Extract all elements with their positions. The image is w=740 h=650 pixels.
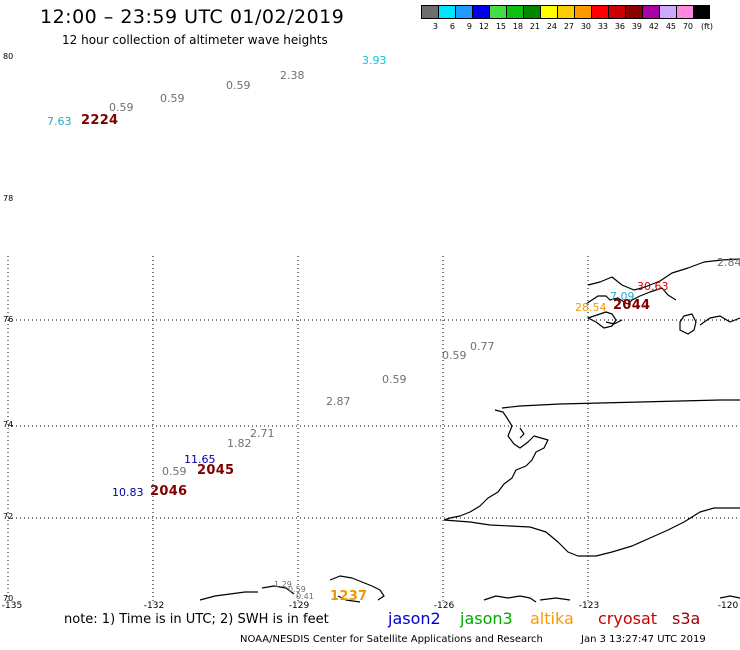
lon-label-120: -120 <box>717 601 739 611</box>
color-legend-labels: 3 6 9 12 15 18 21 24 27 30 33 36 39 42 45 70 (ft) <box>421 22 713 31</box>
obs-label: 7.09 <box>610 290 635 303</box>
legend-swatch <box>642 5 659 19</box>
obs-label: 0.59 <box>288 585 306 594</box>
lon-label-129: -129 <box>288 601 310 611</box>
legend-satellite-cryosat: cryosat <box>598 609 658 628</box>
legend-unit-label: (ft) <box>700 22 713 31</box>
credit-timestamp: Jan 3 13:27:47 UTC 2019 <box>581 634 706 645</box>
obs-label: 0.59 <box>226 79 251 92</box>
legend-swatch-label: 21 <box>529 22 540 31</box>
legend-swatch-label: 70 <box>682 22 693 31</box>
obs-label: 2046 <box>150 484 188 499</box>
legend-satellite-jason3: jason3 <box>460 609 513 628</box>
obs-label: 0.59 <box>382 373 407 386</box>
obs-label: 11.65 <box>184 453 216 466</box>
obs-label: 2.38 <box>280 69 305 82</box>
legend-swatch-label: 24 <box>546 22 557 31</box>
legend-swatch <box>659 5 676 19</box>
legend-satellite-s3a: s3a <box>672 609 701 628</box>
legend-swatch-label: 30 <box>580 22 591 31</box>
obs-label: 1.29 <box>274 580 292 589</box>
legend-swatch <box>676 5 693 19</box>
lon-label-132: -132 <box>143 601 165 611</box>
legend-swatch <box>421 5 438 19</box>
obs-label: 2.87 <box>326 395 351 408</box>
obs-label: 0.77 <box>470 340 495 353</box>
legend-swatch-label: 6 <box>449 22 455 31</box>
map-subtitle: 12 hour collection of altimeter wave hei… <box>62 33 328 47</box>
legend-satellite-jason2: jason2 <box>388 609 441 628</box>
legend-swatch <box>608 5 625 19</box>
obs-label: 30.63 <box>637 280 669 293</box>
legend-swatch-label: 15 <box>495 22 506 31</box>
lon-label-126: -126 <box>433 601 455 611</box>
units-note: note: 1) Time is in UTC; 2) SWH is in fe… <box>64 612 329 627</box>
legend-swatch <box>591 5 608 19</box>
obs-label: 0.59 <box>162 465 187 478</box>
obs-label: 1.82 <box>227 437 252 450</box>
legend-swatch <box>506 5 523 19</box>
legend-swatch <box>557 5 574 19</box>
obs-label: 2.84 <box>717 256 740 269</box>
legend-swatch-label: 18 <box>512 22 523 31</box>
obs-label: 1237 <box>330 589 368 604</box>
legend-swatch-label: 42 <box>648 22 659 31</box>
credit-line: NOAA/NESDIS Center for Satellite Applica… <box>240 634 543 645</box>
obs-label: 0.59 <box>109 101 134 114</box>
lat-label-80: 80 <box>3 52 14 61</box>
legend-swatch <box>625 5 642 19</box>
lat-label-76: 76 <box>3 315 14 324</box>
legend-swatch <box>693 5 710 19</box>
legend-swatch-label: 36 <box>614 22 625 31</box>
legend-swatch <box>489 5 506 19</box>
legend-swatch-label: 12 <box>478 22 489 31</box>
lon-label-123: -123 <box>578 601 600 611</box>
lat-label-72: 72 <box>3 512 14 521</box>
lat-label-70: 70 <box>3 594 14 603</box>
obs-label: 0.59 <box>160 92 185 105</box>
lon-label-135: -135 <box>1 601 23 611</box>
legend-swatch <box>523 5 540 19</box>
obs-label: 3.93 <box>362 54 387 67</box>
coastline <box>199 258 740 603</box>
obs-label: 28.54 <box>575 301 607 314</box>
obs-label: 2224 <box>81 113 119 128</box>
color-legend <box>421 5 710 19</box>
lat-label-78: 78 <box>3 194 14 203</box>
legend-satellite-altika: altika <box>530 609 574 628</box>
obs-label: 0.59 <box>442 349 467 362</box>
lat-label-74: 74 <box>3 420 14 429</box>
obs-label: 2.71 <box>250 427 275 440</box>
obs-label: 2045 <box>197 463 235 478</box>
legend-swatch-label: 39 <box>631 22 642 31</box>
obs-label: 2044 <box>613 298 651 313</box>
legend-swatch-label: 3 <box>432 22 438 31</box>
legend-swatch <box>472 5 489 19</box>
legend-swatch-label: 45 <box>665 22 676 31</box>
legend-swatch <box>574 5 591 19</box>
obs-label: 7.63 <box>47 115 72 128</box>
legend-swatch <box>540 5 557 19</box>
obs-label: 0.41 <box>296 592 314 601</box>
map-title: 12:00 – 23:59 UTC 01/02/2019 <box>40 6 345 28</box>
legend-swatch-label: 9 <box>466 22 472 31</box>
obs-label: 10.83 <box>112 486 144 499</box>
legend-swatch <box>438 5 455 19</box>
legend-swatch <box>455 5 472 19</box>
legend-swatch-label: 27 <box>563 22 574 31</box>
legend-swatch-label: 33 <box>597 22 608 31</box>
